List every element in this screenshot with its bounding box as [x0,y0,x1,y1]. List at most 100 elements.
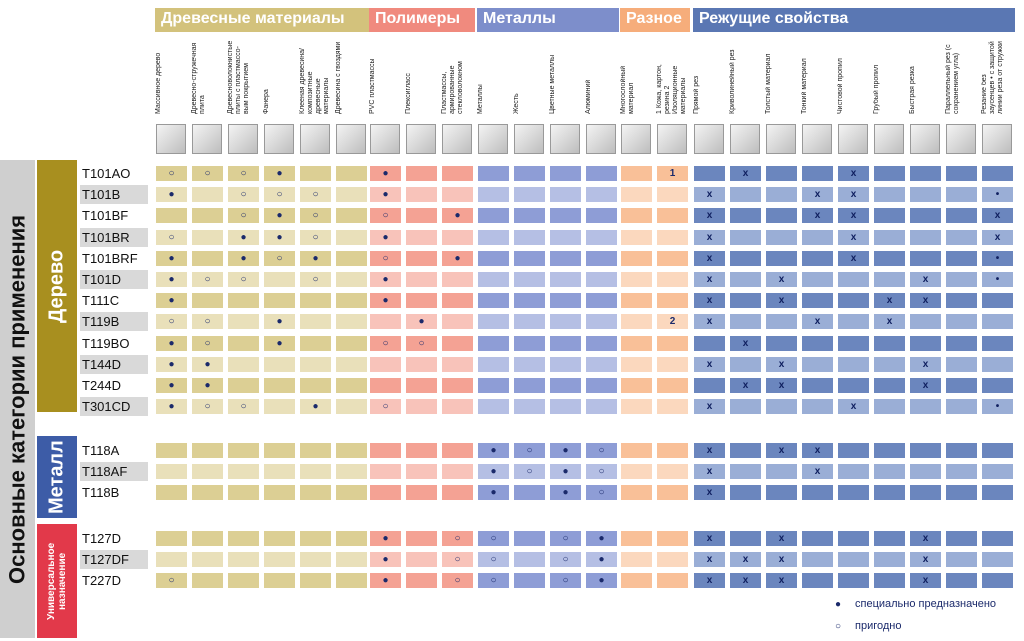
cell [406,272,437,287]
cell [370,314,401,330]
cell [406,399,437,415]
cell: x [694,464,725,480]
cell [802,531,833,546]
cell: x [874,293,905,309]
cell: ○ [156,229,187,245]
cell [838,485,869,501]
cell: ○ [370,335,401,351]
cell [442,378,473,393]
cell: ● [478,464,509,480]
cell: ○ [550,573,581,589]
cell [442,293,473,309]
cell: ○ [370,250,401,266]
cell [657,335,688,351]
cell [838,552,869,568]
cell [802,229,833,245]
cell [550,378,581,393]
cell [802,335,833,351]
row-label: T111C [82,293,120,309]
cell [621,250,652,266]
cell [336,314,367,330]
cell [874,272,905,287]
cell [766,314,797,330]
cell [838,335,869,351]
column-label: Фанера [263,89,270,114]
cell: ● [156,293,187,309]
cell [730,399,761,415]
column-icon [192,124,222,154]
group-header: Полимеры [369,8,475,32]
cell: ● [370,272,401,287]
cell [946,531,977,546]
cell [336,573,367,589]
cell [156,443,187,458]
cell [657,356,688,372]
cell [946,378,977,393]
cell: ○ [442,573,473,589]
column-label: Древесноволокнистые плиты с пластмассо-в… [227,40,250,114]
cell: • [982,250,1013,266]
cell: ○ [442,531,473,546]
cell: ● [156,250,187,266]
cell [442,356,473,372]
cell [192,485,223,501]
cell [910,166,941,181]
column-icon [586,124,616,154]
cell [946,272,977,287]
cell [550,272,581,287]
row-label: T127DF [80,550,148,570]
cell: ● [586,531,617,546]
section-label: Универсальное назначение [37,524,77,638]
cell [550,187,581,203]
cell [874,443,905,458]
cell [370,464,401,480]
cell [264,293,295,309]
cell [514,573,545,589]
cell [621,229,652,245]
cell [838,531,869,546]
cell [550,208,581,224]
cell [766,485,797,501]
column-icon [300,124,330,154]
column-icon [370,124,400,154]
cell: x [694,531,725,546]
cell: ● [370,531,401,546]
cell: ● [264,208,295,224]
cell: ○ [478,573,509,589]
cell: x [694,187,725,203]
column-icon [406,124,436,154]
cell [657,443,688,458]
cell [550,314,581,330]
cell [874,399,905,415]
row-label: T227D [82,573,122,589]
cell [514,552,545,568]
cell [336,166,367,181]
cell [874,229,905,245]
cell [802,485,833,501]
cell: x [838,208,869,224]
cell [406,250,437,266]
cell: ● [228,229,259,245]
cell [946,187,977,203]
cell [874,335,905,351]
cell [766,399,797,415]
cell [300,314,331,330]
cell: ● [192,378,223,393]
cell [982,464,1013,480]
cell [156,464,187,480]
cell: x [730,552,761,568]
row-label: T101BF [82,208,129,224]
cell [657,272,688,287]
cell [192,464,223,480]
cell [874,166,905,181]
cell: x [730,573,761,589]
cell [550,250,581,266]
cell [478,293,509,309]
cell: x [694,573,725,589]
cell [838,573,869,589]
cell [586,314,617,330]
cell [192,293,223,309]
cell [300,335,331,351]
cell: ● [370,573,401,589]
cell: ○ [586,485,617,501]
